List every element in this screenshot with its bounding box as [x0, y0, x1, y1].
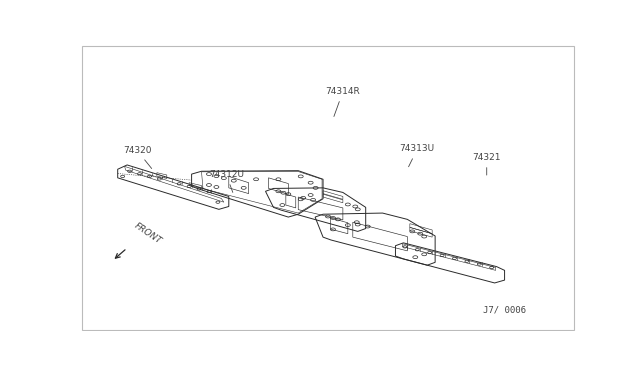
Text: J7/ 0006: J7/ 0006: [483, 305, 525, 314]
Text: 74312U: 74312U: [209, 170, 244, 192]
Text: FRONT: FRONT: [133, 221, 164, 246]
Text: 74320: 74320: [123, 146, 152, 169]
Text: 74321: 74321: [472, 153, 501, 175]
Text: 74313U: 74313U: [400, 144, 435, 167]
Text: 74314R: 74314R: [326, 87, 360, 116]
